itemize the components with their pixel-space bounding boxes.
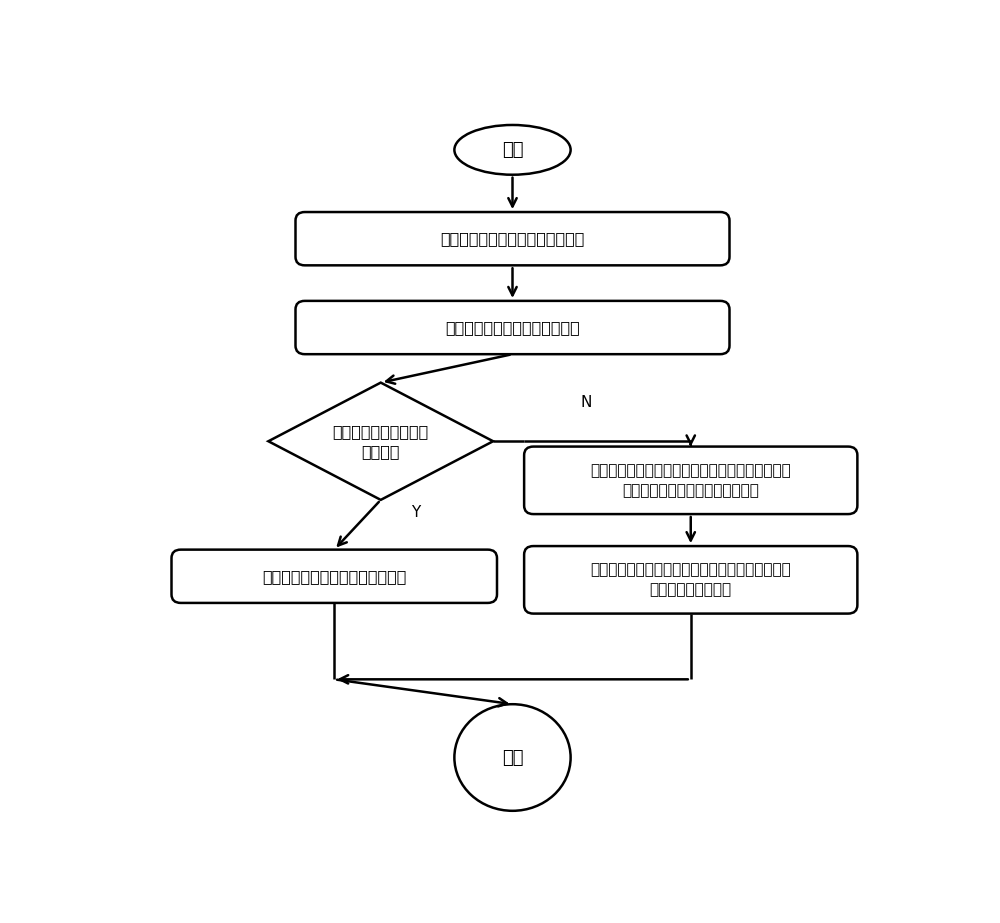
Text: 极性与其他线路相反的为故障线路: 极性与其他线路相反的为故障线路 — [262, 569, 406, 583]
Text: 选取一条三相电流初始行波不一致的线路，极性与
另外两相极性相反的确定为故障相: 选取一条三相电流初始行波不一致的线路，极性与 另外两相极性相反的确定为故障相 — [590, 463, 791, 497]
Circle shape — [454, 704, 571, 810]
Text: Y: Y — [411, 505, 420, 520]
Ellipse shape — [454, 125, 571, 174]
Text: 建立变电站电缆出线故障仿真模型: 建立变电站电缆出线故障仿真模型 — [440, 231, 585, 246]
Text: 对比所有线路故障相电流初始行波极性，与其他线
路相反的为故障线路: 对比所有线路故障相电流初始行波极性，与其他线 路相反的为故障线路 — [590, 562, 791, 597]
FancyBboxPatch shape — [296, 301, 730, 354]
FancyBboxPatch shape — [172, 549, 497, 603]
FancyBboxPatch shape — [524, 546, 857, 614]
Text: N: N — [580, 395, 592, 410]
FancyBboxPatch shape — [524, 447, 857, 514]
Polygon shape — [268, 383, 493, 500]
Text: 获取所有线路各相电流初始行波: 获取所有线路各相电流初始行波 — [445, 320, 580, 335]
Text: 同线路三相电流极性全
部一致？: 同线路三相电流极性全 部一致？ — [333, 424, 429, 459]
Text: 开始: 开始 — [502, 141, 523, 159]
FancyBboxPatch shape — [296, 212, 730, 265]
Text: 结束: 结束 — [502, 749, 523, 766]
